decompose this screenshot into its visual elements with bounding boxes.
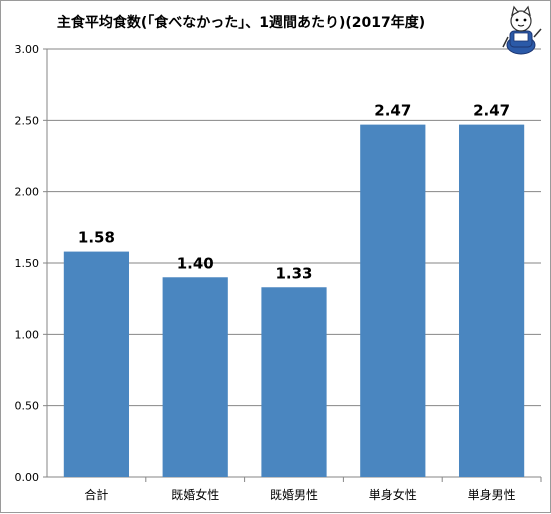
x-category-label: 単身男性: [468, 487, 516, 502]
x-category-label: 既婚女性: [171, 487, 219, 502]
data-label: 2.47: [374, 102, 411, 120]
data-label: 2.47: [473, 102, 510, 120]
cat-mascot-icon: [502, 5, 542, 55]
data-labels: 1.58 1.40 1.33 2.47 2.47: [78, 102, 510, 283]
data-label: 1.33: [275, 264, 312, 282]
x-category-label: 単身女性: [369, 487, 417, 502]
data-label: 1.58: [78, 229, 115, 247]
y-tick-label: 3.00: [15, 43, 40, 56]
y-tick-label: 0.00: [15, 471, 40, 484]
y-tick-label: 2.50: [15, 114, 40, 127]
bar: [261, 287, 327, 477]
chart-title: 主食平均食数(「食べなかった」、1週間あたり)(2017年度): [57, 14, 425, 31]
y-tick-label: 0.50: [15, 400, 40, 413]
x-category-label: 合計: [84, 487, 108, 502]
bars: [63, 124, 525, 477]
bar: [162, 277, 228, 477]
y-axis-ticks: 0.00 0.50 1.00 1.50 2.00 2.50 3.00: [15, 43, 40, 484]
x-category-label: 既婚男性: [270, 488, 318, 502]
bar: [458, 124, 525, 477]
bar: [63, 251, 130, 477]
y-tick-label: 2.00: [15, 186, 40, 199]
x-axis-categories: 合計 既婚女性 既婚男性 単身女性 単身男性: [84, 487, 515, 502]
data-label: 1.40: [177, 254, 214, 272]
y-tick-label: 1.50: [15, 257, 40, 270]
bar: [360, 124, 426, 477]
y-tick-label: 1.00: [15, 328, 40, 341]
